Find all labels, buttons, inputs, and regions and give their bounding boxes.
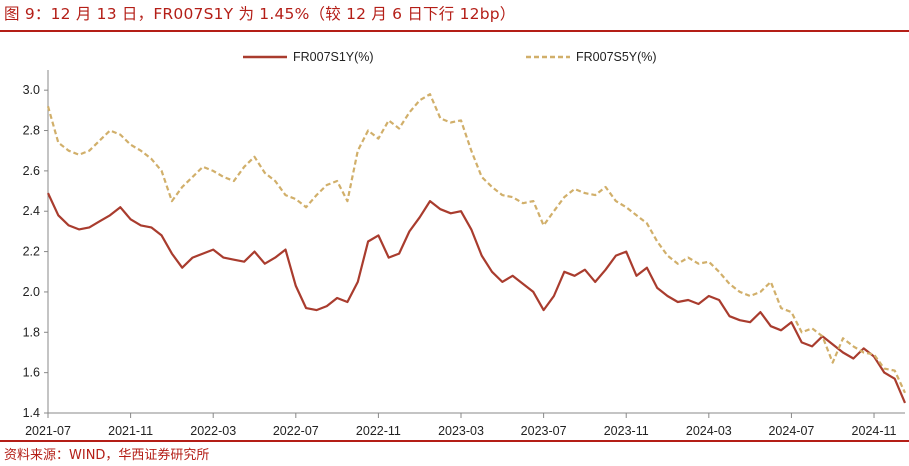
series-line-fr007s1y [47, 192, 907, 404]
legend-label: FR007S1Y(%) [293, 50, 374, 64]
x-tick-label: 2023-03 [438, 424, 484, 438]
y-tick-label: 1.8 [23, 325, 40, 339]
y-tick-label: 1.4 [23, 406, 40, 420]
series-line-fr007s5y [46, 93, 906, 394]
title-rule [0, 30, 909, 32]
legend: FR007S1Y(%) FR007S5Y(%) [243, 50, 657, 64]
legend-label: FR007S5Y(%) [576, 50, 657, 64]
x-tick-label: 2023-07 [521, 424, 567, 438]
x-tick-label: 2021-11 [108, 424, 153, 438]
chart-title: 图 9：12 月 13 日，FR007S1Y 为 1.45%（较 12 月 6 … [4, 5, 516, 23]
x-tick-label: 2024-07 [768, 424, 814, 438]
x-tick-label: 2024-03 [686, 424, 732, 438]
line-chart: 1.4 1.6 1.8 2.0 2.2 2.4 2.6 2.8 3.0 2021-07 2021-1… [23, 50, 907, 438]
y-tick-label: 1.6 [23, 366, 40, 380]
x-tick-label: 2022-03 [190, 424, 236, 438]
y-tick-label: 3.0 [23, 83, 40, 97]
source-rule [0, 440, 909, 442]
x-tick-label: 2021-07 [25, 424, 71, 438]
axes: 1.4 1.6 1.8 2.0 2.2 2.4 2.6 2.8 3.0 2021-07 2021-1… [23, 70, 905, 438]
x-tick-label: 2022-11 [356, 424, 401, 438]
source-note: 资料来源：WIND，华西证券研究所 [4, 448, 210, 463]
x-tick-label: 2023-11 [604, 424, 649, 438]
y-tick-label: 2.0 [23, 285, 40, 299]
x-tick-label: 2024-11 [852, 424, 897, 438]
x-tick-label: 2022-07 [273, 424, 319, 438]
y-tick-label: 2.4 [23, 204, 40, 218]
y-tick-label: 2.8 [23, 124, 40, 138]
y-tick-label: 2.6 [23, 164, 40, 178]
y-tick-label: 2.2 [23, 245, 40, 259]
series-layer [46, 93, 907, 404]
